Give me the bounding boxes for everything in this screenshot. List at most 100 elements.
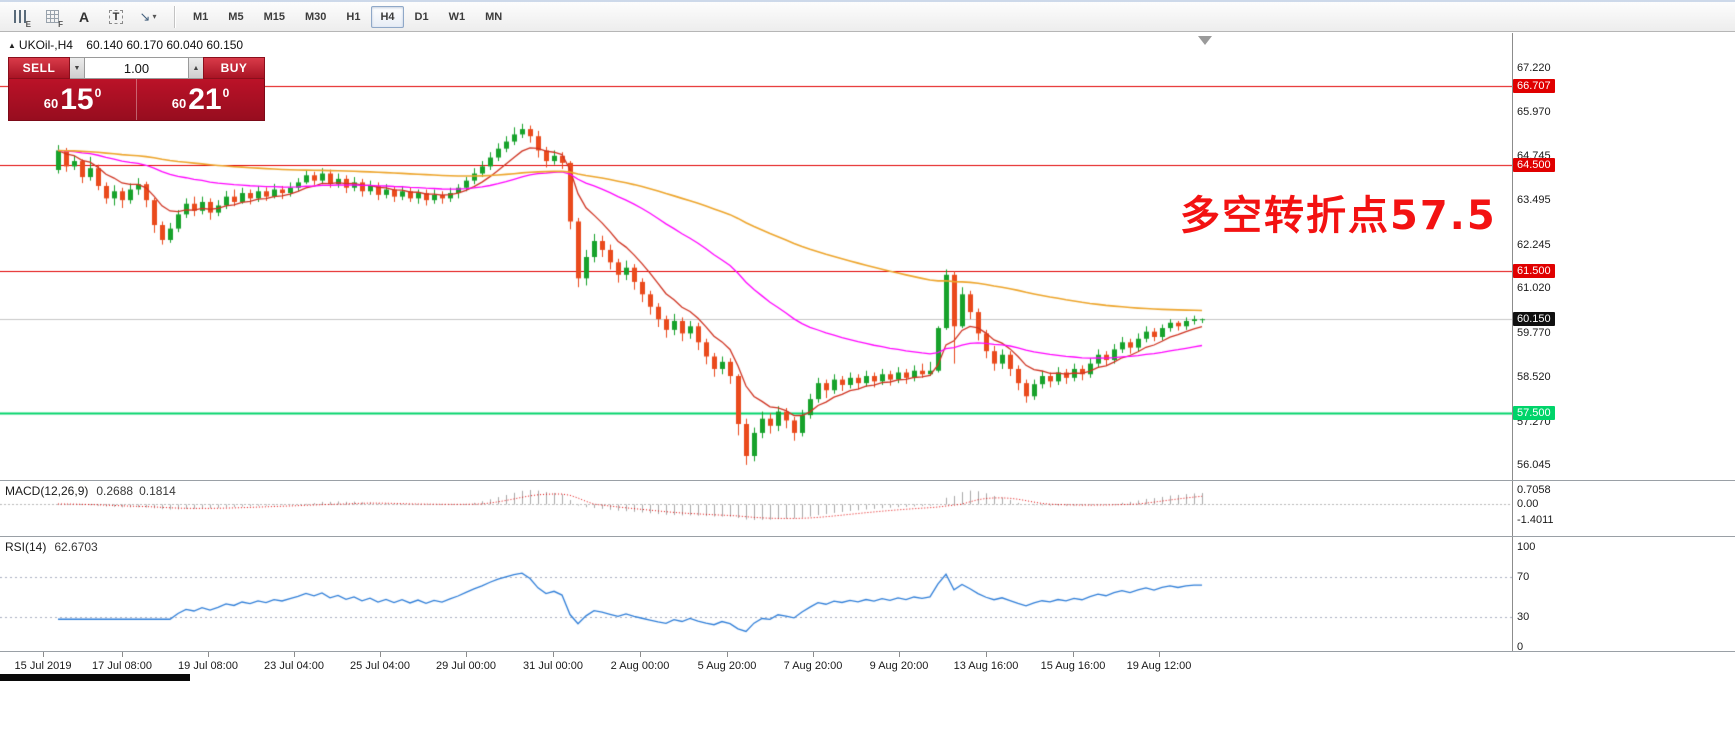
timeframe-button-H1[interactable]: H1: [346, 10, 361, 23]
time-axis-tick: [43, 652, 44, 657]
time-axis-tick: [208, 652, 209, 657]
time-axis-label: 7 Aug 20:00: [783, 660, 843, 672]
time-axis-label: 23 Jul 04:00: [264, 660, 324, 672]
one-click-trade-panel: SELL ▼ ▲ BUY 60 15 0 60 21 0: [8, 57, 265, 121]
time-axis-label: 29 Jul 00:00: [436, 660, 496, 672]
time-axis-label: 2 Aug 00:00: [610, 660, 670, 672]
rsi-axis-label: 70: [1517, 571, 1530, 583]
timeframe-button-MN[interactable]: MN: [485, 10, 503, 23]
volume-increase-button[interactable]: ▲: [189, 57, 203, 79]
hline-price-tag: 61.500: [1513, 264, 1555, 279]
chart-bars-icon[interactable]: E: [6, 4, 34, 30]
price-axis-label: 65.970: [1517, 106, 1551, 119]
rsi-axis[interactable]: 100 70 30 0: [1513, 537, 1593, 653]
buy-button[interactable]: BUY: [203, 57, 265, 79]
rsi-axis-label: 30: [1517, 611, 1530, 623]
text-label-icon[interactable]: A: [78, 8, 90, 25]
text-tool-icon[interactable]: T: [102, 4, 130, 30]
time-axis-tick: [727, 652, 728, 657]
hline-price-tag: 57.500: [1513, 406, 1555, 421]
time-axis-tick: [380, 652, 381, 657]
macd-axis-label: 0.7058: [1517, 484, 1551, 496]
timeframe-button-D1[interactable]: D1: [414, 10, 429, 23]
sell-button[interactable]: SELL: [8, 57, 70, 79]
status-bar-fragment: [0, 674, 190, 681]
time-axis-tick: [1073, 652, 1074, 657]
time-axis-tick: [813, 652, 814, 657]
timeframe-toolbar: M1 M5 M15 M30 H1 H4 D1 W1 MN: [183, 5, 512, 28]
time-axis-tick: [899, 652, 900, 657]
rsi-value: 62.6703: [54, 540, 98, 554]
time-axis-label: 5 Aug 20:00: [697, 660, 757, 672]
buy-price-display[interactable]: 60 21 0: [136, 79, 264, 120]
time-axis-label: 19 Aug 12:00: [1126, 660, 1192, 672]
macd-axis[interactable]: 0.7058 0.00 -1.4011: [1513, 481, 1593, 536]
time-axis-tick: [986, 652, 987, 657]
rsi-axis-label: 100: [1517, 541, 1536, 553]
toolbar-icons: E F A T ↘ ▾: [0, 4, 166, 30]
cursor-tools-icon[interactable]: ↘ ▾: [139, 8, 157, 24]
timeframe-button-M30[interactable]: M30: [304, 10, 327, 23]
rsi-canvas[interactable]: [0, 537, 1512, 651]
timeframe-button-W1[interactable]: W1: [448, 10, 466, 23]
time-axis-tick: [122, 652, 123, 657]
ohlc-values: 60.140 60.170 60.040 60.150: [86, 38, 244, 52]
volume-input[interactable]: [84, 57, 189, 79]
collapse-triangle-icon[interactable]: ▲: [8, 41, 16, 50]
price-axis-label: 67.220: [1517, 62, 1551, 74]
time-axis-label: 15 Aug 16:00: [1040, 660, 1106, 672]
time-axis-label: 25 Jul 04:00: [350, 660, 410, 672]
macd-main-value: 0.2688: [96, 484, 134, 498]
hline-price-tag: 66.707: [1513, 79, 1555, 94]
sell-price-sup: 0: [94, 85, 102, 100]
grid-icon[interactable]: F: [38, 4, 66, 30]
price-pane: 67.220 65.970 64.745 63.495 62.245 61.020 59.7…: [0, 33, 1735, 481]
time-axis-label: 13 Aug 16:00: [953, 660, 1019, 672]
hline-price-tag: 64.500: [1513, 157, 1555, 172]
time-axis-tick: [466, 652, 467, 657]
buy-price-big: 21: [188, 82, 222, 116]
macd-label: MACD(12,26,9) 0.2688 0.1814: [5, 484, 176, 498]
time-axis-tick: [294, 652, 295, 657]
price-axis-label: 58.520: [1517, 371, 1551, 384]
time-axis-label: 15 Jul 2019: [14, 660, 72, 672]
symbol-header: ▲ UKOil-,H4 60.140 60.170 60.040 60.150: [8, 38, 243, 52]
sell-price-big: 15: [60, 82, 94, 116]
time-axis-label: 17 Jul 08:00: [92, 660, 152, 672]
time-axis-tick: [1159, 652, 1160, 657]
price-axis[interactable]: 67.220 65.970 64.745 63.495 62.245 61.020 59.7…: [1513, 33, 1593, 480]
macd-axis-divider: [1512, 481, 1513, 536]
chart-shift-marker-icon[interactable]: [1198, 36, 1212, 45]
time-axis-tick: [640, 652, 641, 657]
timeframe-button-M1[interactable]: M1: [193, 10, 209, 23]
rsi-axis-label: 0: [1517, 641, 1524, 653]
time-axis-label: 31 Jul 00:00: [523, 660, 583, 672]
current-price-tag: 60.150: [1513, 312, 1555, 327]
timeframe-button-M15[interactable]: M15: [263, 10, 285, 23]
macd-name: MACD(12,26,9): [5, 484, 89, 498]
volume-decrease-button[interactable]: ▼: [70, 57, 84, 79]
price-axis-label: 56.045: [1517, 459, 1551, 472]
rsi-name: RSI(14): [5, 540, 47, 554]
rsi-pane: RSI(14) 62.6703 100 70 30 0: [0, 537, 1735, 653]
macd-canvas[interactable]: [0, 481, 1512, 536]
time-axis-label: 19 Jul 08:00: [178, 660, 238, 672]
price-axis-label: 59.770: [1517, 326, 1551, 339]
buy-price-prefix: 60: [171, 95, 187, 111]
macd-axis-label: 0.00: [1517, 498, 1539, 510]
time-axis-tick: [553, 652, 554, 657]
timeframe-button-M5[interactable]: M5: [228, 10, 244, 23]
toolbar-separator: [174, 5, 175, 28]
price-axis-divider: [1512, 33, 1513, 480]
symbol-name: UKOil-,H4: [18, 38, 73, 52]
time-axis[interactable]: 15 Jul 2019 17 Jul 08:00 19 Jul 08:00 23 Ju…: [0, 652, 1735, 680]
timeframe-button-H4[interactable]: H4: [371, 5, 404, 28]
toolbar: E F A T ↘ ▾ M1 M5 M15 M30 H1 H4 D1 W1 MN: [0, 0, 1735, 32]
price-axis-label: 61.020: [1517, 282, 1551, 295]
sell-price-display[interactable]: 60 15 0: [9, 79, 136, 120]
buy-price-sup: 0: [222, 85, 230, 100]
macd-axis-label: -1.4011: [1517, 514, 1554, 526]
sell-price-prefix: 60: [43, 95, 59, 111]
macd-pane: MACD(12,26,9) 0.2688 0.1814 0.7058 0.00 -1.4…: [0, 481, 1735, 537]
chart-window: 67.220 65.970 64.745 63.495 62.245 61.020 59.7…: [0, 33, 1735, 680]
